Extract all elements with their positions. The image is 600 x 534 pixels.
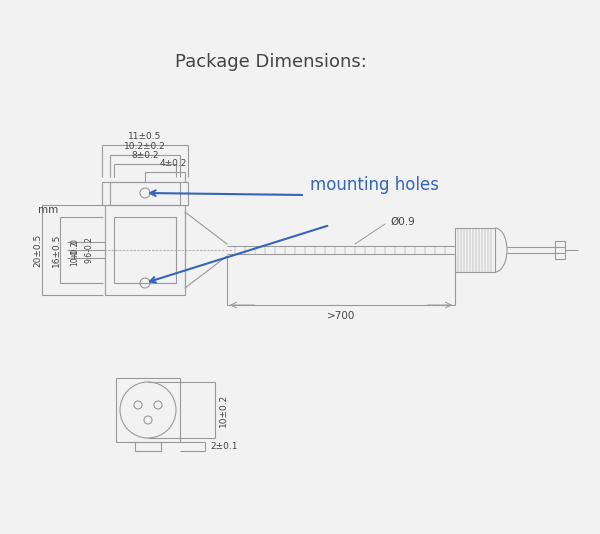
Bar [110,182,180,205]
Text: +0.2: +0.2 [71,241,79,259]
Text: >700: >700 [327,311,355,321]
Text: mounting holes: mounting holes [310,176,439,194]
Bar [555,241,565,259]
Text: 2±0.1: 2±0.1 [210,442,238,451]
Text: Ø0.9: Ø0.9 [390,217,415,227]
Text: 8±0.2: 8±0.2 [131,151,159,160]
Text: 20±0.5: 20±0.5 [34,233,43,266]
Text: 16±0.5: 16±0.5 [52,233,61,266]
Text: 10±0.2: 10±0.2 [219,394,228,427]
Bar [340,245,360,255]
Text: mm: mm [38,205,58,215]
Text: 4±0.2: 4±0.2 [160,159,187,168]
Text: 10.2±0.2: 10.2±0.2 [124,142,166,151]
Bar [455,228,495,272]
Bar [116,378,180,442]
Text: 9.6-0.2: 9.6-0.2 [85,237,94,263]
Bar [114,217,176,283]
Text: 0: 0 [71,240,79,245]
Text: 11±0.5: 11±0.5 [128,132,161,141]
Bar [102,182,188,205]
Bar [135,442,161,451]
Text: Package Dimensions:: Package Dimensions: [175,53,367,71]
Text: 10.0: 10.0 [71,249,79,266]
Bar [105,205,185,295]
